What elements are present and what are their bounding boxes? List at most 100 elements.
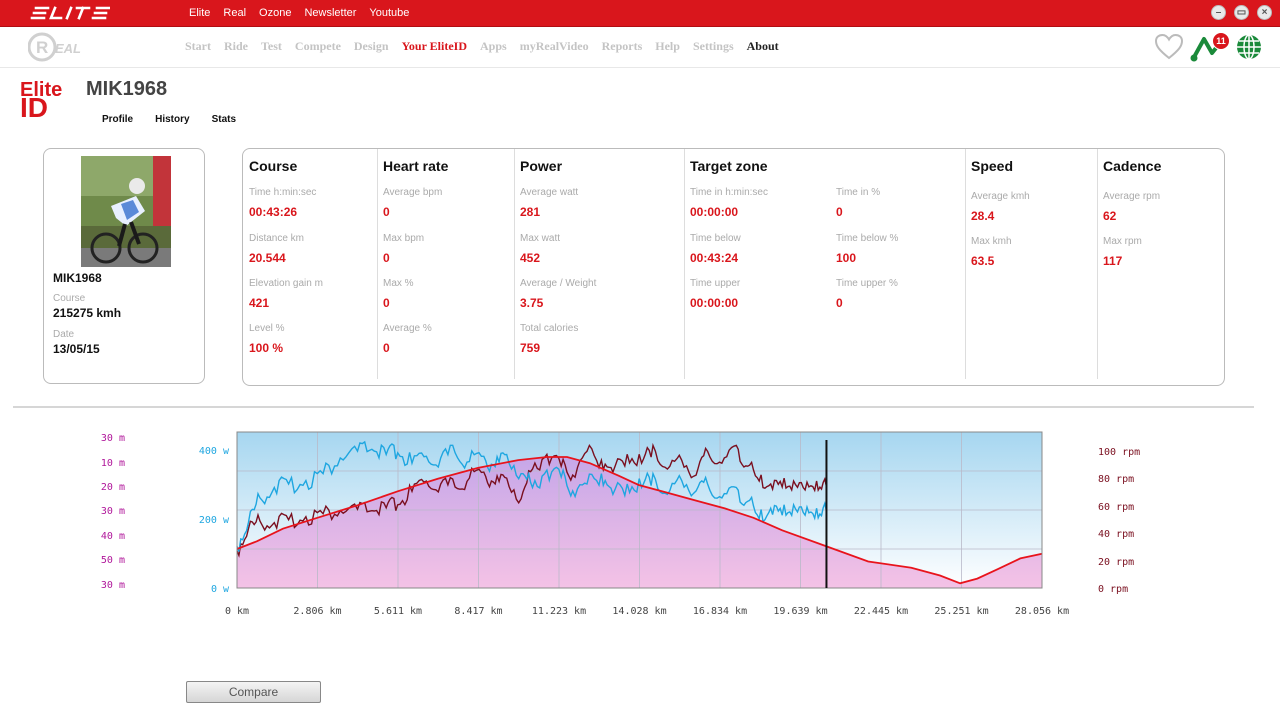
speed-column: Speed Average kmh 28.4 Max kmh 63.5: [965, 149, 1098, 379]
course-title: Course: [249, 158, 298, 174]
topnav-newsletter[interactable]: Newsletter: [304, 7, 357, 19]
power-column: Power Average watt 281 Max watt 452 Averag…: [514, 149, 685, 379]
stat-distance: Distance km 20.544: [249, 233, 305, 265]
x-tick-label: 8.417 km: [454, 606, 502, 617]
target-zone-title: Target zone: [690, 158, 768, 174]
tab-history[interactable]: History: [155, 114, 190, 125]
power-tick-label: 400 w: [199, 446, 230, 457]
real-logo[interactable]: R EAL: [28, 29, 88, 65]
topnav-real[interactable]: Real: [223, 7, 247, 19]
heart-icon[interactable]: [1154, 32, 1184, 62]
nav-test[interactable]: Test: [261, 39, 282, 53]
topnav-elite[interactable]: Elite: [189, 7, 211, 19]
power-title: Power: [520, 158, 563, 174]
x-tick-label: 5.611 km: [374, 606, 422, 617]
stat-time-upper-percent: Time upper % 0: [836, 278, 898, 310]
cadence-tick-label: 80 rpm: [1098, 474, 1134, 485]
cadence-tick-label: 100 rpm: [1098, 447, 1140, 458]
x-tick-label: 0 km: [225, 606, 249, 617]
cadence-series: [236, 442, 828, 558]
x-tick-label: 22.445 km: [854, 606, 908, 617]
stat-total-calories: Total calories 759: [520, 323, 579, 355]
notification-badge: 11: [1212, 32, 1230, 50]
top-bar: Elite Real Ozone Newsletter Youtube – ▭ …: [0, 0, 1280, 27]
stat-time-in-percent: Time in % 0: [836, 187, 881, 219]
ride-chart: 0 km 2.806 km 5.611 km 8.417 km 11.223 km 14.…: [0, 420, 1280, 620]
stat-time-upper: Time upper 00:00:00: [690, 278, 741, 310]
route-icon[interactable]: 11: [1190, 31, 1230, 63]
cadence-tick-label: 60 rpm: [1098, 502, 1134, 513]
nav-myrealvideo[interactable]: myRealVideo: [519, 39, 589, 53]
nav-reports[interactable]: Reports: [601, 39, 643, 53]
stat-elevation: Elevation gain m 421: [249, 278, 323, 310]
stat-average-rpm: Average rpm 62: [1103, 191, 1161, 223]
stat-average-weight: Average / Weight 3.75: [520, 278, 597, 310]
stat-time: Time h:min:sec 00:43:26: [249, 187, 317, 219]
stat-level: Level % 100 %: [249, 323, 285, 355]
main-nav-bar: R EAL Start Ride Test Compete Design You…: [0, 27, 1280, 68]
nav-design[interactable]: Design: [353, 39, 389, 53]
stat-max-rpm: Max rpm 117: [1103, 236, 1142, 268]
cadence-title: Cadence: [1103, 158, 1162, 174]
profile-date-value: 13/05/15: [53, 342, 100, 356]
elite-id-logo: Elite ID: [20, 79, 63, 123]
power-tick-label: 200 w: [199, 515, 230, 526]
elevation-tick-label: 20 m: [101, 482, 125, 493]
nav-ride[interactable]: Ride: [224, 39, 248, 53]
target-zone-column: Target zone Time in h:min:sec 00:00:00 Ti…: [684, 149, 966, 379]
minimize-icon[interactable]: –: [1211, 5, 1226, 20]
nav-apps[interactable]: Apps: [480, 39, 507, 53]
power-tick-label: 0 w: [211, 584, 230, 595]
x-tick-label: 16.834 km: [693, 606, 747, 617]
elevation-tick-label: 30 m: [101, 580, 125, 591]
section-divider: [13, 406, 1254, 408]
nav-help[interactable]: Help: [655, 39, 680, 53]
stat-average-kmh: Average kmh 28.4: [971, 191, 1030, 223]
elevation-tick-label: 30 m: [101, 433, 125, 444]
elite-id-logo-line1: Elite: [20, 79, 63, 101]
elevation-tick-label: 40 m: [101, 531, 125, 542]
main-nav: Start Ride Test Compete Design Your Elit…: [185, 39, 792, 54]
stat-average-watt: Average watt 281: [520, 187, 579, 219]
topnav-ozone[interactable]: Ozone: [259, 7, 292, 19]
stat-max-kmh: Max kmh 63.5: [971, 236, 1012, 268]
elite-logo[interactable]: [30, 5, 110, 21]
compare-button[interactable]: Compare: [186, 681, 321, 703]
power-series: [236, 440, 828, 552]
x-tick-label: 11.223 km: [532, 606, 586, 617]
svg-text:R: R: [36, 38, 48, 57]
page-title: MIK1968: [86, 78, 168, 100]
stat-average-percent: Average % 0: [383, 323, 432, 355]
maximize-icon[interactable]: ▭: [1234, 5, 1249, 20]
x-tick-label: 25.251 km: [934, 606, 988, 617]
profile-date-label: Date: [53, 329, 75, 340]
nav-settings[interactable]: Settings: [692, 39, 734, 53]
stat-average-bpm: Average bpm 0: [383, 187, 443, 219]
profile-course-label: Course: [53, 293, 86, 304]
tab-profile[interactable]: Profile: [102, 114, 134, 125]
nav-your-eliteid[interactable]: Your EliteID: [401, 39, 468, 53]
stat-time-below-percent: Time below % 100: [836, 233, 899, 265]
elevation-tick-label: 30 m: [101, 506, 125, 517]
nav-about[interactable]: About: [746, 39, 779, 53]
sub-tabs: Profile History Stats: [102, 114, 258, 125]
stat-max-bpm: Max bpm 0: [383, 233, 425, 265]
topnav-youtube[interactable]: Youtube: [369, 7, 410, 19]
elevation-tick-label: 50 m: [101, 555, 125, 566]
ride-chart-svg: 0 km 2.806 km 5.611 km 8.417 km 11.223 km 14.…: [101, 431, 1140, 617]
elite-id-logo-line2: ID: [20, 92, 48, 123]
cadence-tick-label: 0 rpm: [1098, 584, 1128, 595]
stat-time-below: Time below 00:43:24: [690, 233, 741, 265]
speed-title: Speed: [971, 158, 1014, 174]
top-nav: Elite Real Ozone Newsletter Youtube: [189, 0, 422, 26]
globe-icon[interactable]: [1234, 32, 1264, 62]
profile-card: MIK1968 Course 215275 kmh Date 13/05/15: [43, 148, 205, 384]
nav-compete[interactable]: Compete: [294, 39, 341, 53]
x-tick-label: 28.056 km: [1015, 606, 1069, 617]
stat-max-watt: Max watt 452: [520, 233, 561, 265]
window-controls: – ▭ ×: [1211, 5, 1272, 20]
close-icon[interactable]: ×: [1257, 5, 1272, 20]
header-icons: 11: [1154, 31, 1264, 63]
nav-start[interactable]: Start: [185, 39, 211, 53]
tab-stats[interactable]: Stats: [211, 114, 237, 125]
